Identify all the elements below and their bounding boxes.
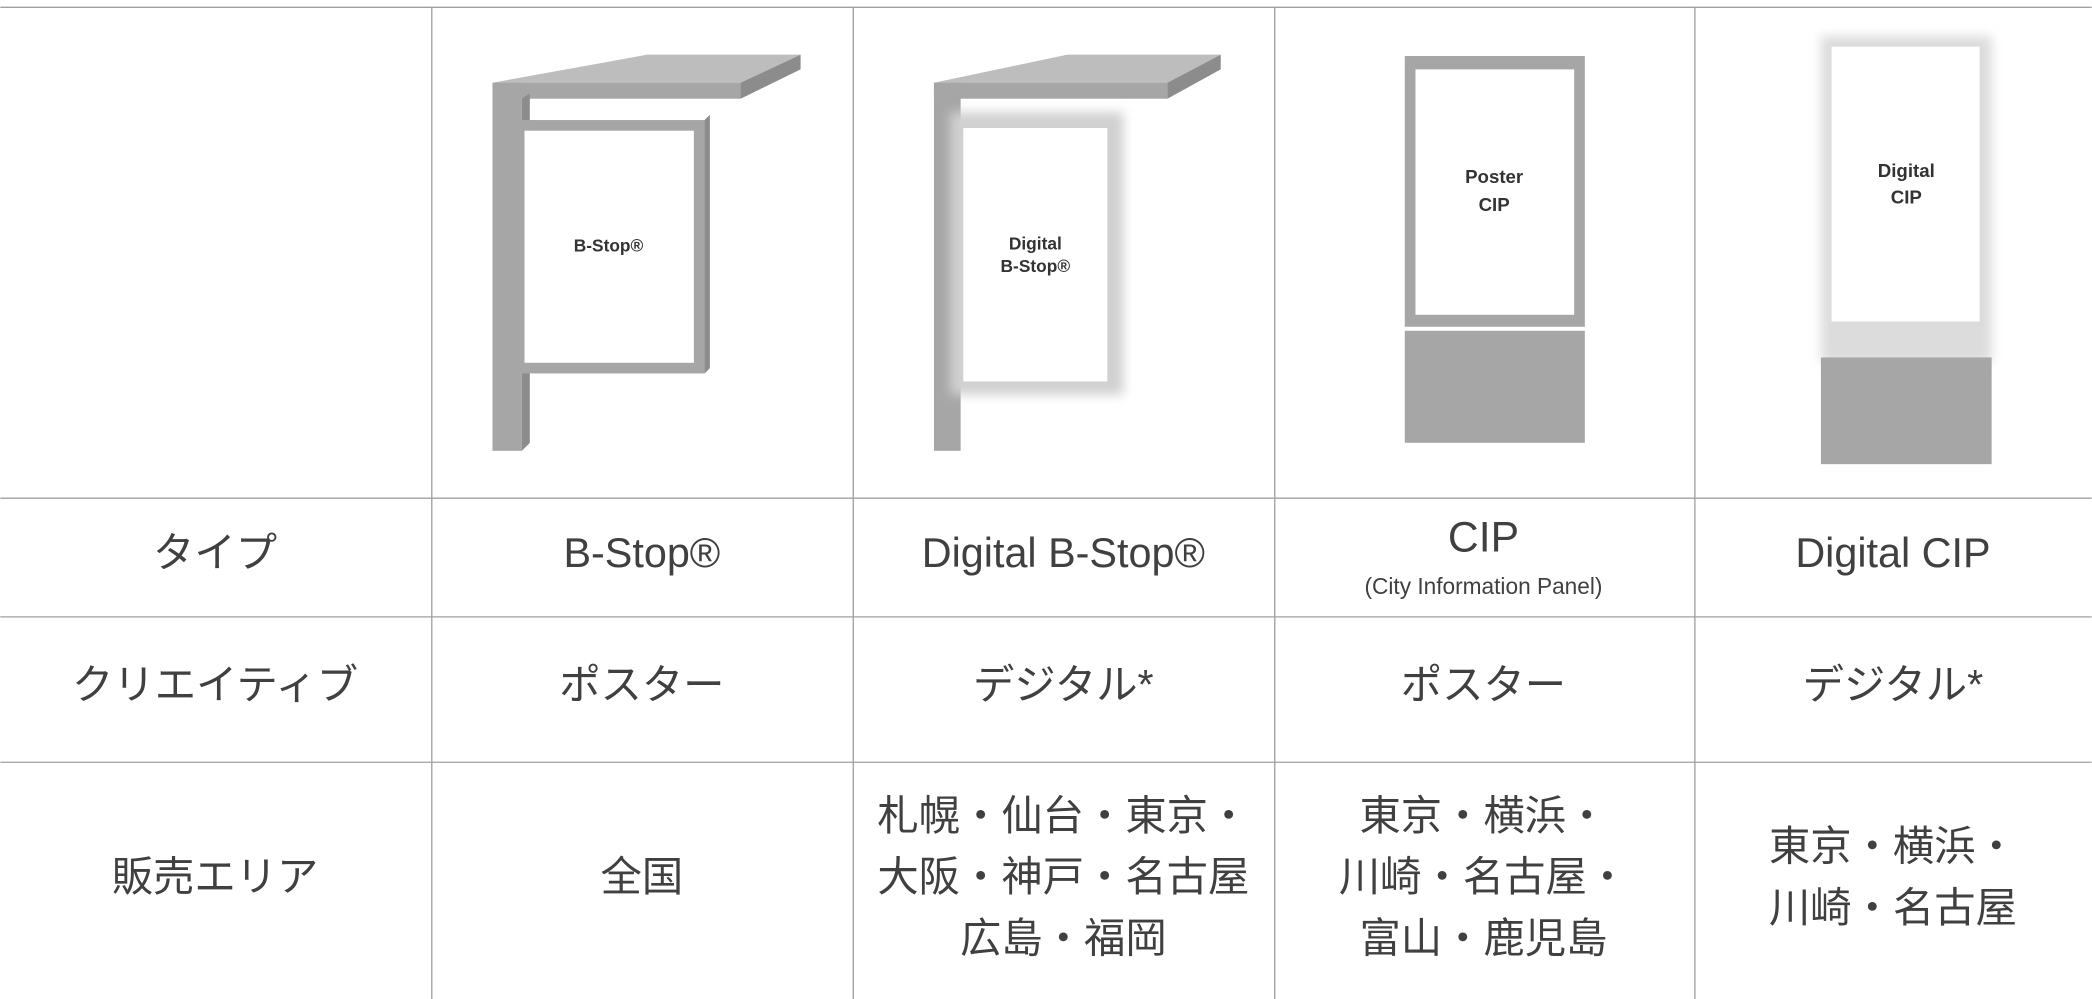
image-label: B-Stop® xyxy=(1001,256,1071,276)
image-label: B-Stop® xyxy=(574,235,644,255)
cell-text: 富山・鹿児島 xyxy=(1359,916,1607,962)
row-header: 販売エリア xyxy=(112,854,319,900)
cell-text: 川崎・名古屋・ xyxy=(1339,854,1628,900)
image-label: Digital xyxy=(1009,233,1062,253)
image-label: Digital xyxy=(1878,160,1935,181)
cell-text: ポスター xyxy=(1401,662,1566,708)
image-label: CIP xyxy=(1891,187,1922,208)
cell-text: Digital B-Stop® xyxy=(922,530,1205,576)
row-header: タイプ xyxy=(153,530,277,576)
digital-cip-illustration xyxy=(1820,36,1992,465)
table-grid xyxy=(0,6,2092,999)
cell-text: B-Stop® xyxy=(563,530,720,576)
cell-text: CIP xyxy=(1448,513,1519,561)
image-label: Poster xyxy=(1465,166,1523,187)
cell-text: 東京・横浜・ xyxy=(1769,824,2017,870)
cell-text: 札幌・仙台・東京・ xyxy=(877,793,1249,839)
cell-text: 全国 xyxy=(601,854,684,900)
cell-text: デジタル* xyxy=(973,662,1154,708)
cell-text: 川崎・名古屋 xyxy=(1769,885,2017,931)
b-stop-illustration xyxy=(492,54,801,451)
cell-text: 広島・福岡 xyxy=(960,916,1167,962)
image-label: CIP xyxy=(1479,194,1510,215)
poster-cip-illustration xyxy=(1404,56,1585,443)
row-header: クリエイティブ xyxy=(72,662,358,708)
cell-text: Digital CIP xyxy=(1795,530,1990,576)
cell-text: デジタル* xyxy=(1803,662,1984,708)
cell-text: (City Information Panel) xyxy=(1364,573,1602,599)
cell-text: ポスター xyxy=(559,662,724,708)
cell-text: 東京・横浜・ xyxy=(1359,793,1607,839)
cell-text: 大阪・神戸・名古屋 xyxy=(877,854,1249,900)
digital-b-stop-illustration xyxy=(933,54,1221,451)
